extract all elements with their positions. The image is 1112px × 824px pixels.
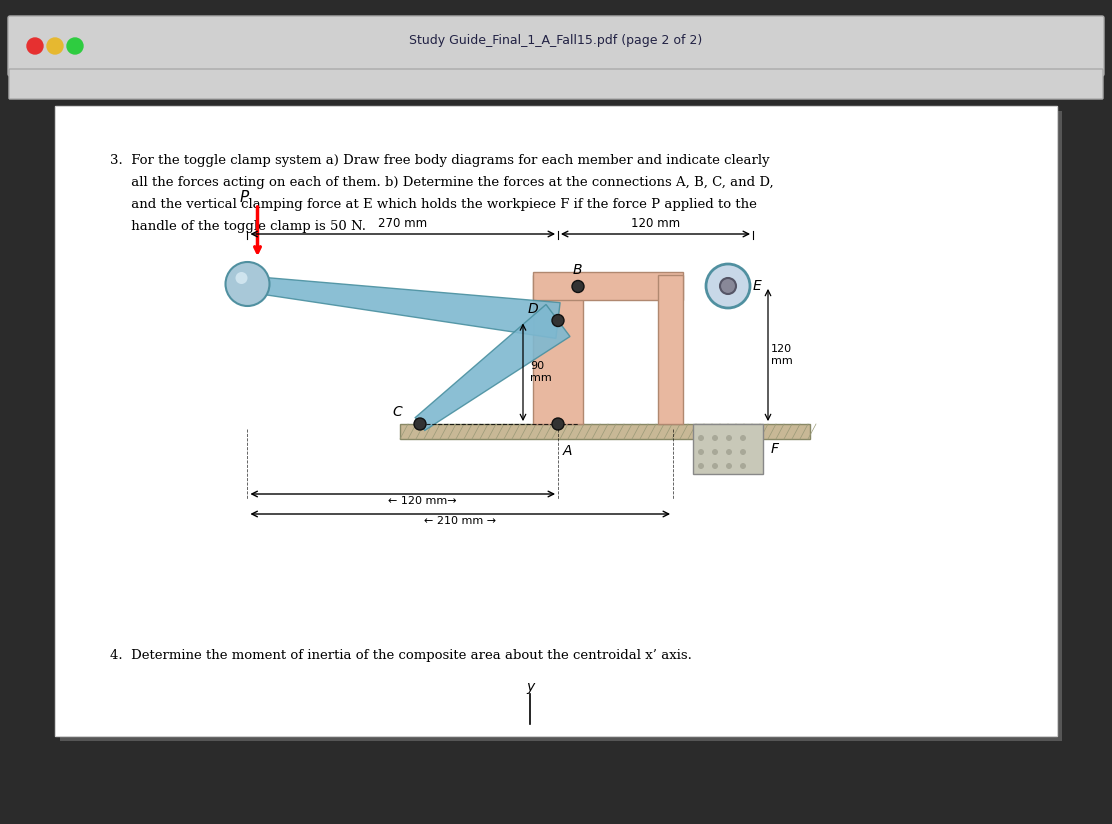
Circle shape [698, 449, 704, 455]
Text: 120
mm: 120 mm [771, 344, 793, 366]
FancyBboxPatch shape [54, 106, 1058, 736]
Text: B: B [573, 263, 583, 277]
Circle shape [414, 418, 426, 430]
Bar [533, 271, 683, 299]
Bar [533, 274, 583, 424]
Circle shape [726, 435, 732, 441]
Text: P: P [239, 190, 249, 205]
FancyBboxPatch shape [9, 69, 1103, 99]
Circle shape [712, 435, 718, 441]
Circle shape [27, 38, 43, 54]
Circle shape [67, 38, 83, 54]
Text: y: y [526, 680, 534, 694]
Text: C: C [393, 405, 403, 419]
Circle shape [726, 463, 732, 469]
Circle shape [698, 435, 704, 441]
Circle shape [236, 272, 248, 284]
Text: D: D [527, 302, 538, 316]
Circle shape [226, 262, 269, 306]
Text: and the vertical clamping force at E which holds the workpiece F if the force P : and the vertical clamping force at E whi… [110, 198, 757, 211]
FancyBboxPatch shape [54, 106, 1058, 736]
Text: 3.  For the toggle clamp system a) Draw free body diagrams for each member and i: 3. For the toggle clamp system a) Draw f… [110, 154, 770, 167]
Bar [658, 274, 683, 424]
Text: 120 mm: 120 mm [631, 217, 681, 230]
Circle shape [552, 418, 564, 430]
Text: all the forces acting on each of them. b) Determine the forces at the connection: all the forces acting on each of them. b… [110, 176, 774, 189]
Text: ← 120 mm→: ← 120 mm→ [388, 496, 457, 506]
Text: 90
mm: 90 mm [530, 362, 552, 383]
Text: A: A [563, 444, 573, 458]
Text: F: F [771, 442, 780, 456]
FancyBboxPatch shape [8, 16, 1104, 76]
Circle shape [712, 463, 718, 469]
Circle shape [572, 280, 584, 293]
Circle shape [739, 449, 746, 455]
Text: 270 mm: 270 mm [378, 217, 427, 230]
FancyBboxPatch shape [60, 111, 1062, 741]
Bar [400, 424, 811, 439]
Circle shape [698, 463, 704, 469]
Circle shape [706, 264, 749, 308]
Text: ← 210 mm →: ← 210 mm → [424, 516, 496, 526]
Circle shape [719, 278, 736, 294]
Text: E: E [753, 279, 762, 293]
Circle shape [47, 38, 63, 54]
Text: 4.  Determine the moment of inertia of the composite area about the centroidal x: 4. Determine the moment of inertia of th… [110, 649, 692, 662]
Text: handle of the toggle clamp is 50 N.: handle of the toggle clamp is 50 N. [110, 220, 366, 233]
Text: Study Guide_Final_1_A_Fall15.pdf (page 2 of 2): Study Guide_Final_1_A_Fall15.pdf (page 2… [409, 34, 703, 46]
Circle shape [739, 435, 746, 441]
Polygon shape [415, 305, 570, 430]
Circle shape [552, 315, 564, 326]
Bar [693, 424, 763, 474]
Circle shape [739, 463, 746, 469]
Circle shape [726, 449, 732, 455]
Circle shape [712, 449, 718, 455]
Polygon shape [247, 276, 560, 339]
